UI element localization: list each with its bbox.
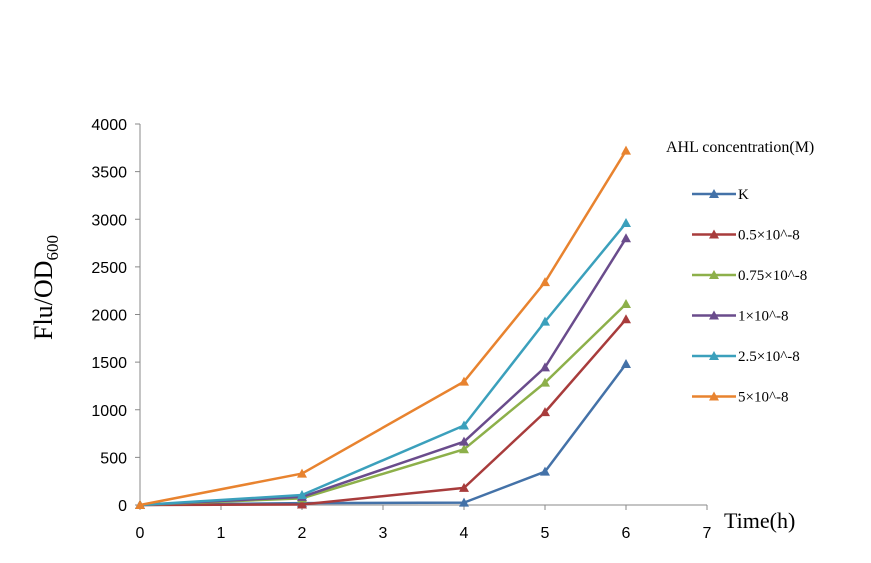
legend-label: 0.75×10^-8 — [738, 268, 807, 284]
data-point — [297, 499, 307, 509]
y-tick-label: 3500 — [91, 165, 127, 182]
data-point — [297, 489, 307, 499]
y-ticks: 0 500 1000 1500 2000 2500 3000 3500 4000 — [91, 117, 140, 515]
legend-marker — [709, 229, 719, 239]
data-point — [459, 482, 469, 492]
legend-marker — [709, 391, 719, 401]
legend-marker — [709, 310, 719, 320]
series-group — [135, 145, 631, 509]
series-line — [139, 150, 628, 507]
x-tick-label: 7 — [703, 525, 712, 542]
y-tick-label: 1000 — [91, 403, 127, 420]
series-line — [139, 318, 627, 507]
y-tick-label: 500 — [100, 450, 127, 467]
legend-item: 2.5×10^-8 — [692, 349, 800, 365]
y-tick-label: 4000 — [91, 117, 127, 134]
series-5 — [135, 145, 631, 509]
x-axis-label: Time(h) — [724, 508, 795, 533]
y-tick-label: 1500 — [91, 355, 127, 372]
legend: K 0.5×10^-8 0.75×10^-8 1×10^-8 2.5×10^-8 5×10… — [692, 187, 807, 406]
data-point — [540, 316, 550, 326]
data-point — [621, 145, 631, 155]
data-point — [540, 362, 550, 372]
data-point — [459, 420, 469, 430]
data-point — [459, 497, 469, 507]
legend-item: 0.75×10^-8 — [692, 268, 807, 284]
x-tick-label: 3 — [379, 525, 388, 542]
x-tick-label: 5 — [541, 525, 550, 542]
legend-label: 0.5×10^-8 — [738, 228, 800, 244]
x-tick-label: 2 — [298, 525, 307, 542]
data-point — [459, 376, 469, 386]
data-point — [621, 359, 631, 369]
legend-item: K — [692, 187, 749, 203]
series-line — [139, 363, 627, 507]
data-point — [459, 436, 469, 446]
series-2 — [135, 299, 631, 509]
legend-label: K — [738, 187, 749, 203]
data-point — [621, 233, 631, 243]
data-point — [540, 407, 550, 417]
x-ticks: 0 1 2 3 4 5 6 7 — [136, 505, 712, 542]
series-line — [139, 237, 628, 507]
y-axis-label-main: Flu/OD — [29, 261, 58, 340]
y-tick-label: 3000 — [91, 212, 127, 229]
x-tick-label: 0 — [136, 525, 145, 542]
x-tick-label: 6 — [622, 525, 631, 542]
legend-item: 0.5×10^-8 — [692, 228, 800, 244]
data-point — [621, 218, 631, 228]
y-axis-label-subscript: 600 — [43, 235, 62, 261]
y-tick-label: 2000 — [91, 308, 127, 325]
data-point — [135, 500, 145, 509]
data-point — [540, 466, 550, 476]
data-point — [540, 377, 550, 387]
y-tick-label: 0 — [118, 498, 127, 515]
legend-marker — [709, 351, 719, 360]
data-point — [621, 314, 631, 324]
legend-marker — [709, 189, 719, 198]
series-1 — [135, 314, 631, 509]
legend-title: AHL concentration(M) — [666, 139, 814, 156]
legend-item: 1×10^-8 — [692, 309, 789, 325]
legend-label: 5×10^-8 — [738, 390, 789, 406]
x-tick-label: 1 — [217, 525, 226, 542]
x-tick-label: 4 — [460, 525, 469, 542]
data-point — [540, 277, 550, 287]
legend-label: 1×10^-8 — [738, 309, 789, 325]
data-point — [297, 468, 307, 478]
y-axis-label: Flu/OD600 — [29, 235, 62, 340]
data-point — [459, 444, 469, 454]
y-tick-label: 2500 — [91, 260, 127, 277]
data-point — [621, 299, 631, 309]
legend-item: 5×10^-8 — [692, 390, 789, 406]
axes — [139, 124, 707, 506]
series-0 — [135, 359, 631, 509]
legend-label: 2.5×10^-8 — [738, 349, 800, 365]
legend-marker — [709, 270, 719, 279]
